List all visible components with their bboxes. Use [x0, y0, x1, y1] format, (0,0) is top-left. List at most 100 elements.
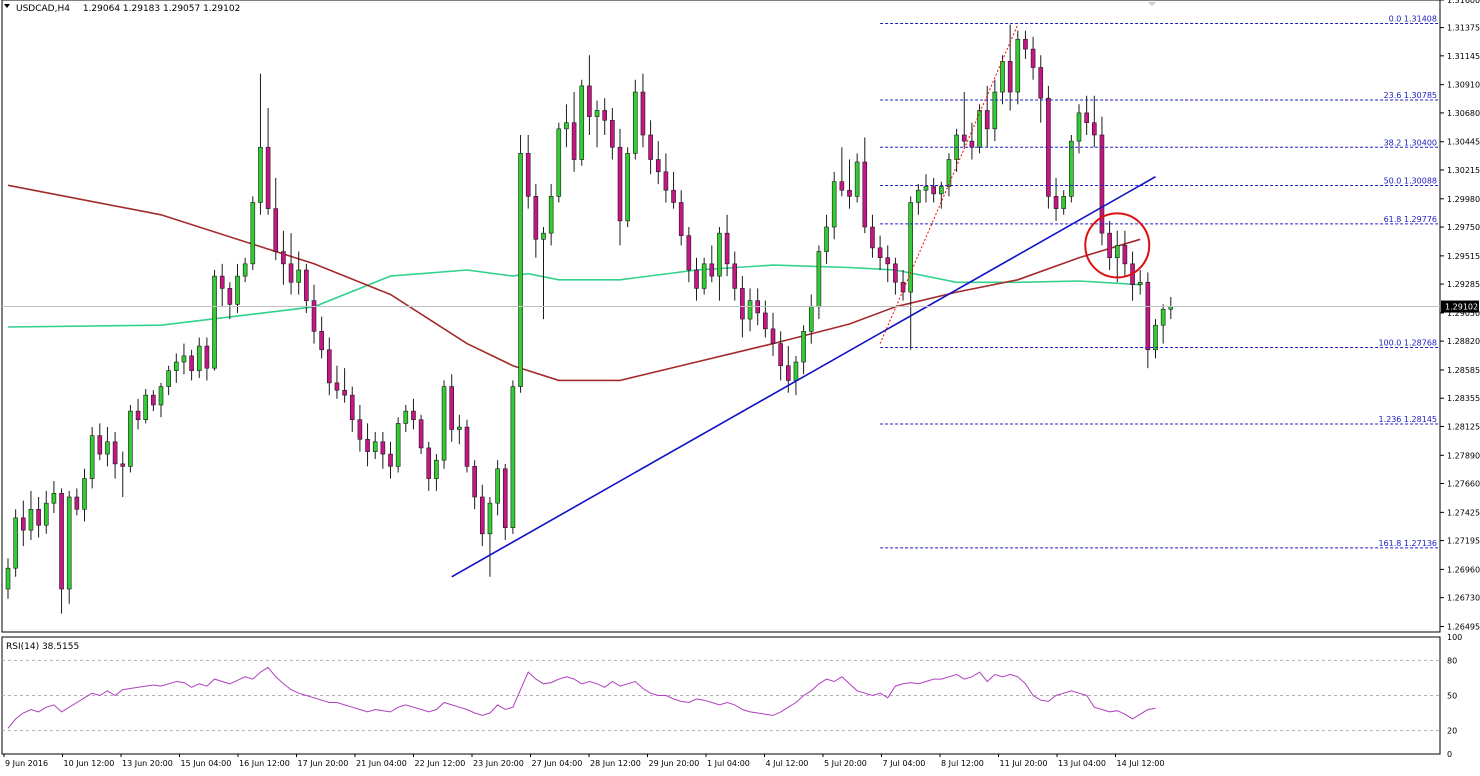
candle — [5, 558, 11, 599]
candle-bull-body — [1160, 308, 1166, 326]
candle — [265, 107, 271, 215]
candle — [1084, 95, 1089, 135]
candle-bull-body — [28, 508, 34, 531]
candle-bear-body — [311, 300, 317, 332]
candle-bear-body — [472, 466, 477, 498]
fib-level-label: 100.0 1.28768 — [1378, 339, 1437, 348]
candle-bear-body — [1099, 134, 1105, 234]
candle-bear-body — [204, 345, 210, 369]
price-tick-label: 1.28585 — [1447, 366, 1480, 375]
candle-bear-body — [571, 122, 577, 160]
candle — [219, 263, 225, 307]
candle — [655, 141, 661, 185]
candle — [196, 337, 202, 378]
candle-bear-body — [219, 275, 225, 289]
candle — [1038, 55, 1044, 123]
candle — [1030, 36, 1036, 80]
candle — [648, 120, 653, 175]
candle-bull-body — [1137, 281, 1143, 286]
candle-bear-body — [969, 140, 975, 148]
candle — [938, 181, 944, 209]
candle — [357, 404, 363, 452]
candle-bull-body — [747, 300, 753, 320]
candle — [166, 365, 171, 396]
candle-bull-body — [143, 394, 148, 420]
candle-bear-body — [151, 394, 156, 406]
price-tick-label: 1.29050 — [1447, 309, 1480, 318]
candle-bull-body — [916, 189, 921, 203]
candle — [242, 257, 248, 283]
candle — [334, 365, 340, 399]
candle-bull-body — [510, 386, 516, 528]
candle-bull-body — [105, 441, 110, 455]
candle — [281, 230, 286, 285]
candle — [862, 137, 868, 234]
candle-bull-body — [13, 517, 18, 569]
candle-bull-body — [242, 263, 248, 277]
candle — [326, 337, 332, 396]
candle — [579, 79, 585, 166]
candle — [296, 251, 302, 295]
candle-bear-body — [388, 453, 393, 467]
candle — [732, 251, 738, 301]
candle-bear-body — [640, 91, 646, 136]
candle — [1007, 24, 1013, 111]
price-tick-label: 1.29750 — [1447, 223, 1480, 232]
candle — [403, 404, 409, 432]
candle — [204, 337, 210, 381]
candle-bull-body — [556, 128, 562, 197]
candle — [1069, 134, 1074, 203]
candle — [319, 316, 324, 359]
candle-bull-body — [854, 161, 860, 197]
candle-bull-body — [1153, 324, 1158, 351]
candle — [1076, 104, 1082, 154]
candle-bear-body — [74, 496, 80, 510]
price-tick-label: 1.27660 — [1447, 480, 1480, 489]
candle — [441, 380, 447, 469]
candle-bull-body — [296, 269, 302, 283]
candle — [1099, 116, 1105, 246]
candle-bull-body — [793, 361, 799, 381]
candle — [1153, 319, 1158, 359]
price-tick-label: 1.30680 — [1447, 109, 1480, 118]
candle — [1023, 30, 1028, 59]
candle-bull-body — [258, 146, 263, 203]
candle-bull-body — [250, 202, 256, 265]
candle-bear-body — [617, 146, 623, 222]
candle — [1114, 230, 1120, 283]
rsi-label: RSI(14) 38.5155 — [6, 642, 79, 652]
candle — [671, 171, 676, 209]
candle — [602, 98, 608, 135]
candle-bear-body — [334, 382, 340, 391]
candle — [1160, 304, 1166, 344]
candle — [457, 414, 462, 445]
candle-bear-body — [319, 331, 324, 351]
candle — [434, 454, 439, 491]
candle-bear-body — [1122, 245, 1128, 265]
candle-bull-body — [1069, 140, 1074, 197]
candle — [893, 257, 898, 295]
candle — [1107, 220, 1112, 270]
candle — [854, 153, 860, 203]
candle — [235, 263, 240, 313]
candle — [449, 374, 455, 442]
time-tick-label: 16 Jun 12:00 — [239, 759, 290, 768]
candle-bear-body — [1007, 61, 1013, 93]
candle — [372, 431, 378, 459]
candle-bull-body — [938, 186, 944, 195]
time-tick-label: 9 Jun 2016 — [5, 759, 48, 768]
candle — [870, 214, 875, 258]
dropdown-triangle-icon[interactable] — [4, 4, 10, 8]
candle — [946, 153, 952, 197]
candle — [610, 107, 615, 160]
fib-level-label: 1.236 1.28145 — [1378, 415, 1437, 424]
candle-bear-body — [357, 419, 363, 440]
candle-bear-body — [732, 263, 738, 289]
candle-bear-body — [931, 186, 936, 195]
rsi-tick-label: 0 — [1447, 750, 1452, 759]
candle — [709, 245, 715, 283]
candle-bear-body — [686, 235, 692, 271]
candle-bull-body — [5, 567, 11, 590]
candle-bear-body — [663, 171, 669, 191]
